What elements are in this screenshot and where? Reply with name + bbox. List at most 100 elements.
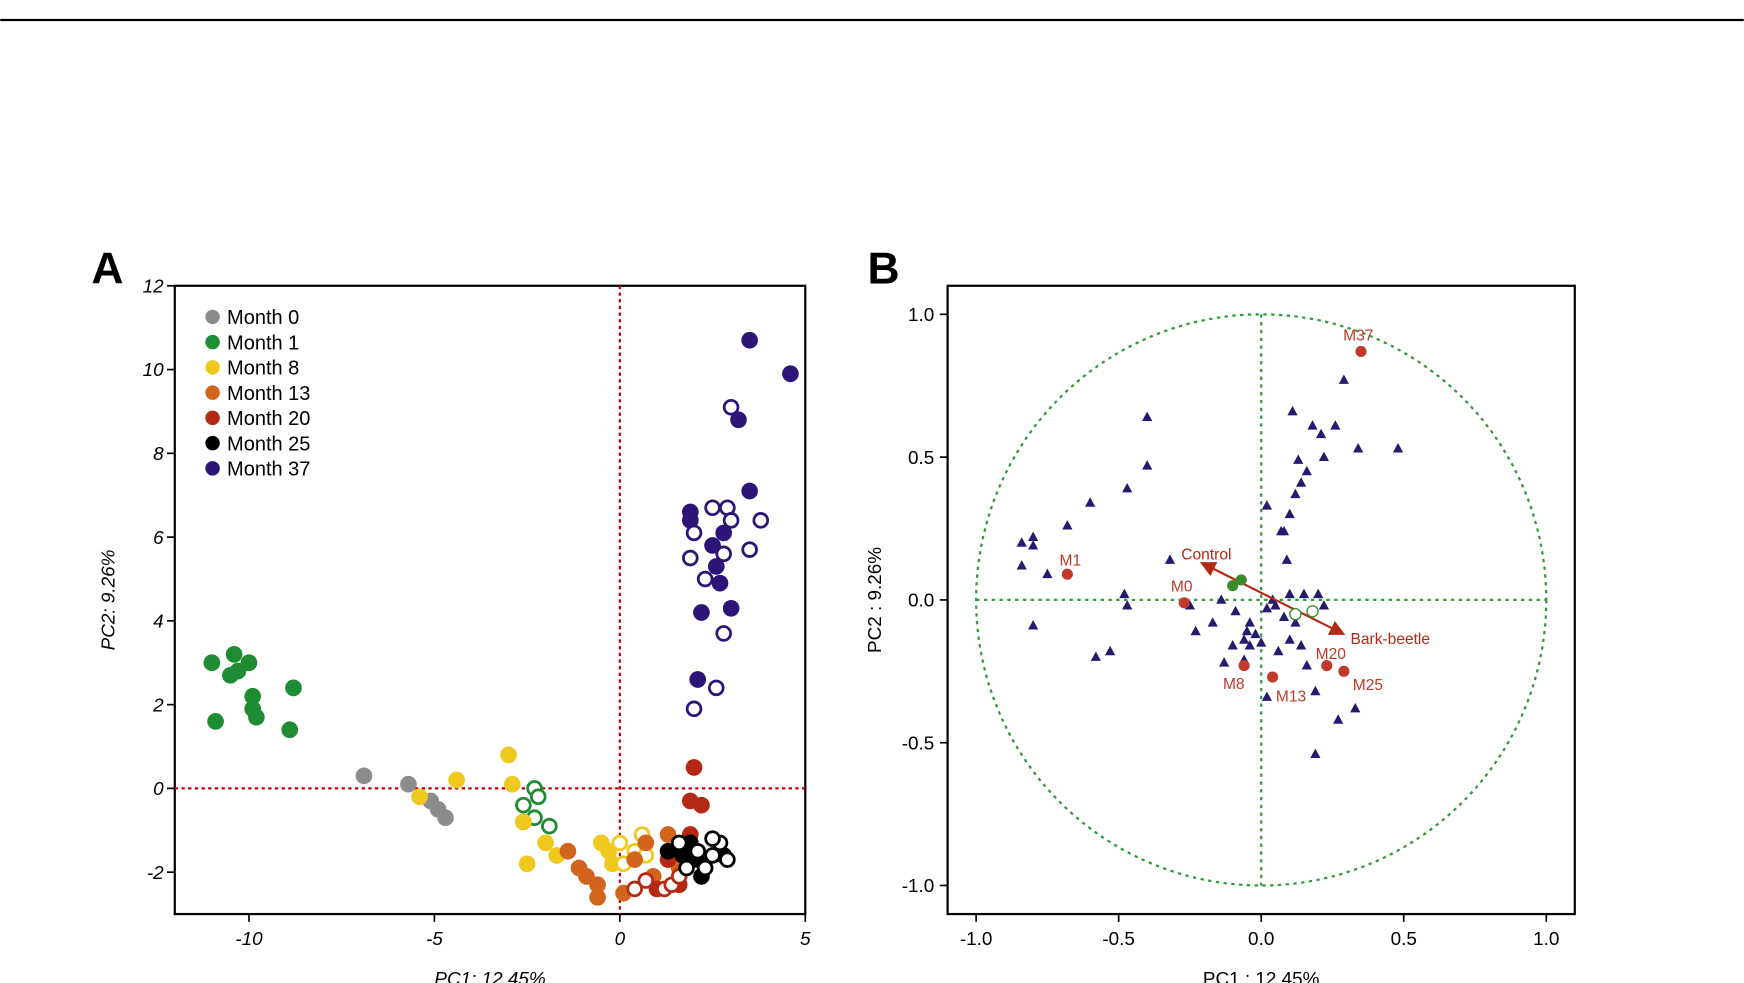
sample-label: M20 bbox=[1316, 646, 1347, 663]
loading-triangle bbox=[1261, 602, 1273, 613]
loading-triangle bbox=[1028, 531, 1039, 541]
data-point bbox=[203, 654, 221, 672]
data-point bbox=[741, 331, 758, 349]
data-point bbox=[696, 859, 714, 877]
data-point bbox=[626, 880, 643, 898]
data-point bbox=[696, 570, 714, 588]
data-point bbox=[707, 679, 725, 697]
y-tick-label: -1.0 bbox=[902, 876, 935, 897]
data-point bbox=[685, 700, 703, 718]
group-point bbox=[1227, 580, 1239, 592]
data-point bbox=[704, 847, 721, 864]
legend-marker bbox=[205, 309, 220, 325]
sample-label: M25 bbox=[1353, 677, 1383, 694]
y-tick-label: 2 bbox=[152, 695, 164, 716]
loading-triangle bbox=[1250, 628, 1261, 639]
legend-label: Month 1 bbox=[227, 332, 299, 354]
data-point bbox=[448, 771, 465, 789]
loading-triangle bbox=[1318, 451, 1330, 462]
data-point bbox=[589, 888, 606, 906]
data-point bbox=[515, 796, 532, 814]
data-point bbox=[541, 817, 558, 835]
data-point bbox=[611, 834, 629, 852]
loading-triangle bbox=[1241, 625, 1253, 636]
legend-marker bbox=[205, 334, 220, 350]
loading-triangle bbox=[1330, 420, 1341, 430]
loading-triangle bbox=[1287, 405, 1298, 416]
data-point bbox=[782, 365, 799, 383]
x-tick-label: 1.0 bbox=[1533, 929, 1559, 950]
loading-triangle bbox=[1278, 525, 1290, 536]
loading-triangle bbox=[1122, 482, 1133, 493]
sample-point bbox=[1267, 671, 1279, 683]
legend-label: Month 13 bbox=[227, 383, 310, 405]
loading-triangle bbox=[1293, 454, 1304, 464]
legend-marker bbox=[205, 461, 220, 476]
loading-triangle bbox=[1284, 508, 1295, 519]
data-point bbox=[704, 830, 721, 847]
data-point bbox=[248, 708, 265, 726]
sample-point bbox=[1238, 660, 1250, 672]
loading-triangle bbox=[1353, 443, 1364, 453]
x-tick-label: -5 bbox=[426, 929, 443, 950]
y-tick-label: 0 bbox=[153, 779, 164, 800]
loading-triangle bbox=[1104, 645, 1116, 656]
x-tick-label: 0.0 bbox=[1248, 929, 1274, 950]
loading-triangle bbox=[1244, 640, 1255, 650]
arrow-label: Control bbox=[1181, 546, 1231, 563]
data-point bbox=[719, 851, 736, 868]
data-point bbox=[674, 847, 692, 864]
loading-triangle bbox=[1313, 588, 1324, 599]
loading-triangle bbox=[1350, 702, 1361, 713]
data-point bbox=[225, 646, 243, 663]
loading-triangle bbox=[1219, 657, 1230, 667]
y-tick-label: 8 bbox=[153, 444, 164, 465]
loading-triangle bbox=[1244, 617, 1255, 627]
data-point bbox=[637, 872, 655, 889]
loading-triangle bbox=[1119, 588, 1130, 599]
y-tick-label: 4 bbox=[153, 612, 164, 633]
loading-triangle bbox=[1016, 560, 1027, 570]
legend-marker bbox=[205, 435, 220, 451]
y-tick-label: 0.0 bbox=[908, 591, 934, 612]
group-point bbox=[1289, 607, 1302, 621]
data-point bbox=[637, 834, 655, 852]
loading-triangle bbox=[1333, 714, 1344, 724]
data-point bbox=[515, 813, 532, 831]
loading-triangle bbox=[1290, 488, 1301, 499]
loading-triangle bbox=[1278, 611, 1290, 621]
loading-triangle bbox=[1307, 420, 1318, 430]
loading-triangle bbox=[1301, 465, 1312, 476]
data-point bbox=[244, 687, 262, 705]
y-tick-label: -2 bbox=[147, 863, 164, 884]
loading-triangle bbox=[1310, 685, 1321, 696]
data-point bbox=[689, 671, 707, 688]
legend-label: Month 0 bbox=[227, 307, 299, 329]
data-point bbox=[741, 482, 758, 500]
loading-triangle bbox=[1085, 497, 1096, 507]
data-point bbox=[222, 666, 239, 684]
loading-triangle bbox=[1042, 568, 1053, 579]
legend-marker bbox=[205, 410, 220, 426]
data-point bbox=[281, 721, 299, 739]
loading-triangle bbox=[1256, 637, 1267, 647]
data-point bbox=[730, 411, 747, 429]
loading-triangle bbox=[1261, 500, 1273, 510]
data-point bbox=[704, 499, 721, 517]
y-tick-label: 10 bbox=[143, 360, 165, 381]
data-point bbox=[559, 842, 577, 860]
legend-label: Month 8 bbox=[227, 358, 299, 380]
y-tick-label: 6 bbox=[153, 528, 164, 549]
x-tick-label: 5 bbox=[800, 929, 811, 950]
x-axis-label: PC1: 12.45% bbox=[434, 969, 545, 983]
data-point bbox=[715, 524, 733, 542]
loading-triangle bbox=[1273, 645, 1284, 656]
data-point bbox=[678, 859, 695, 877]
loading-triangle bbox=[1207, 617, 1218, 627]
loading-triangle bbox=[1318, 600, 1330, 610]
data-point bbox=[752, 512, 770, 529]
x-axis-label: PC1 : 12.45% bbox=[1203, 969, 1320, 983]
x-tick-label: -1.0 bbox=[960, 929, 993, 950]
